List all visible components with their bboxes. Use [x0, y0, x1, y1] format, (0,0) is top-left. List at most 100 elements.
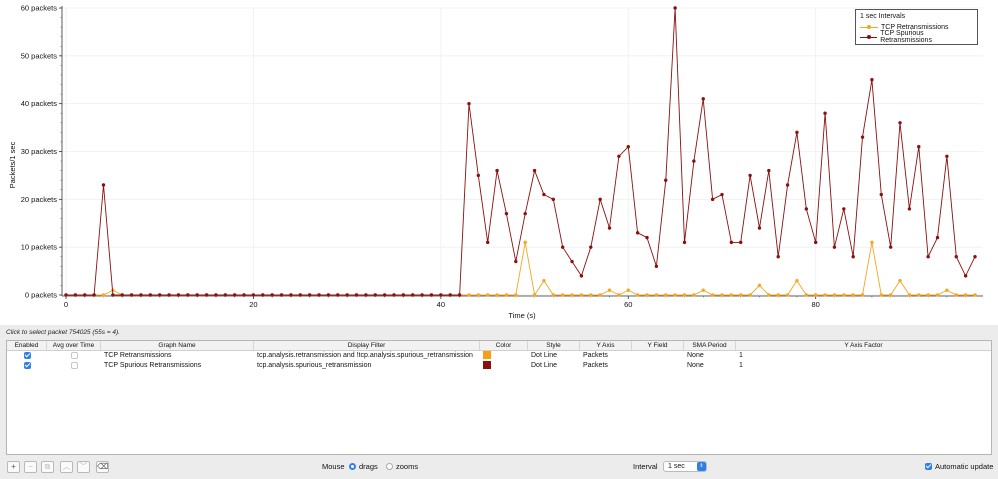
col-y-field[interactable]: Y Field	[632, 341, 684, 350]
legend-label-spurious: TCP Spurious Retransmissions	[880, 30, 932, 44]
chart-svg[interactable]: 0 packets 10 packets 20 packets 30 packets 4…	[0, 0, 998, 325]
series-point-0	[945, 288, 949, 292]
series-point-1	[486, 240, 490, 245]
series-point-1	[204, 293, 209, 297]
series-point-1	[101, 183, 106, 187]
series-point-1	[973, 255, 977, 259]
col-display-filter[interactable]: Display Filter	[254, 341, 480, 350]
series-point-1	[336, 293, 340, 297]
series-point-1	[345, 293, 349, 297]
style-cell[interactable]: Dot Line	[531, 352, 558, 359]
y-field-cell[interactable]	[632, 351, 684, 361]
color-swatch[interactable]	[483, 351, 491, 360]
series-point-0	[523, 240, 527, 245]
series-point-1	[392, 293, 396, 297]
style-cell[interactable]: Dot Line	[531, 362, 558, 369]
graph-table-header: Enabled Avg over Time Graph Name Display…	[7, 341, 991, 351]
series-point-0	[635, 293, 640, 297]
col-y-axis-factor[interactable]: Y Axis Factor	[844, 342, 883, 349]
col-avg-over-time[interactable]: Avg over Time	[47, 341, 101, 350]
series-point-0	[860, 293, 865, 297]
series-point-1	[261, 293, 265, 297]
series-point-1	[654, 264, 659, 268]
legend-title: 1 sec Intervals	[860, 13, 906, 20]
mouse-label: Mouse	[322, 462, 345, 471]
series-point-1	[242, 293, 246, 297]
series-point-1	[139, 293, 143, 297]
col-graph-name[interactable]: Graph Name	[101, 341, 254, 350]
move-down-button[interactable]: ﹀	[77, 461, 90, 473]
series-point-1	[739, 240, 743, 245]
avg-over-time-checkbox[interactable]	[70, 361, 78, 369]
copy-graph-button[interactable]: ⧉	[41, 461, 54, 473]
y-axis-cell[interactable]: Packets	[583, 352, 608, 359]
series-point-0	[626, 288, 630, 292]
select-arrows-icon: ⇕	[697, 462, 706, 471]
col-enabled[interactable]: Enabled	[7, 341, 47, 350]
series-point-0	[560, 293, 565, 297]
move-up-button[interactable]: ︿	[60, 461, 73, 473]
col-y-axis[interactable]: Y Axis	[580, 341, 632, 350]
col-sma-period[interactable]: SMA Period	[684, 341, 736, 350]
avg-over-time-checkbox[interactable]	[70, 351, 78, 359]
y-field-cell[interactable]	[632, 361, 684, 371]
series-point-0	[542, 278, 546, 283]
col-color[interactable]: Color	[480, 341, 528, 350]
color-swatch[interactable]	[483, 361, 491, 370]
sma-period-cell[interactable]: None	[687, 362, 704, 369]
enabled-checkbox[interactable]	[23, 351, 31, 359]
interval-label: Interval	[633, 462, 658, 471]
series-point-0	[729, 293, 734, 297]
series-point-1	[635, 231, 640, 235]
series-point-1	[532, 168, 537, 173]
graph-name-cell[interactable]: TCP Retransmissions	[104, 352, 172, 359]
series-point-1	[879, 192, 883, 197]
series-point-1	[692, 159, 696, 163]
interval-select[interactable]: 1 sec ⇕	[663, 461, 707, 472]
clear-graphs-button[interactable]: ⌫	[96, 461, 109, 473]
zooms-label[interactable]: zooms	[396, 462, 419, 471]
automatic-update-checkbox[interactable]	[925, 463, 932, 470]
io-graph-chart[interactable]: 0 packets 10 packets 20 packets 30 packets 4…	[0, 0, 998, 325]
series-point-1	[270, 293, 274, 297]
series-point-1	[148, 293, 153, 297]
series-point-0	[617, 293, 621, 297]
series-point-1	[214, 293, 218, 297]
zooms-radio[interactable]	[386, 463, 393, 470]
sma-period-cell[interactable]: None	[687, 352, 704, 359]
drags-radio[interactable]	[349, 463, 356, 470]
graph-table[interactable]: Enabled Avg over Time Graph Name Display…	[6, 340, 992, 455]
series-point-1	[673, 6, 677, 10]
series-point-0	[607, 288, 612, 292]
drags-label[interactable]: drags	[359, 462, 378, 471]
col-style[interactable]: Style	[528, 341, 580, 350]
legend-label-retransmissions: TCP Retransmissions	[881, 23, 949, 31]
enabled-checkbox[interactable]	[23, 361, 31, 369]
series-point-1	[523, 211, 527, 216]
series-point-0	[973, 293, 977, 297]
table-row[interactable]: TCP Retransmissions tcp.analysis.retrans…	[7, 351, 991, 361]
remove-graph-button[interactable]: −	[24, 461, 37, 473]
y-axis-factor-cell[interactable]: 1	[739, 352, 743, 359]
y-tick-label: 10 packets	[21, 243, 58, 252]
table-row[interactable]: TCP Spurious Retransmissions tcp.analysi…	[7, 361, 991, 371]
graph-name-cell[interactable]: TCP Spurious Retransmissions	[104, 362, 202, 369]
automatic-update-label[interactable]: Automatic update	[935, 462, 994, 471]
series-point-1	[945, 154, 949, 158]
series-point-1	[223, 293, 228, 297]
series-point-1	[289, 293, 293, 297]
series-point-0	[785, 293, 790, 297]
series-point-0	[645, 293, 649, 297]
y-axis-factor-cell[interactable]: 1	[739, 362, 743, 369]
series-point-1	[457, 293, 462, 297]
series-point-1	[851, 255, 855, 259]
display-filter-cell[interactable]: tcp.analysis.retransmission and !tcp.ana…	[257, 352, 473, 359]
series-point-0	[664, 293, 668, 297]
add-graph-button[interactable]: +	[7, 461, 20, 473]
y-axis-cell[interactable]: Packets	[583, 362, 608, 369]
series-point-0	[748, 293, 752, 297]
series-point-0	[823, 293, 827, 297]
series-point-1	[907, 207, 912, 211]
display-filter-cell[interactable]: tcp.analysis.spurious_retransmission	[257, 362, 372, 369]
series-point-1	[186, 293, 190, 297]
